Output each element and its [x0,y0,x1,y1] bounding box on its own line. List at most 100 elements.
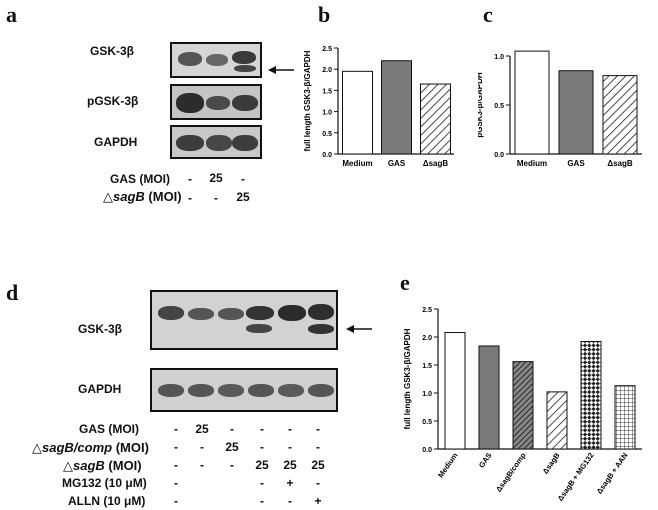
condition-value: - [316,422,320,436]
condition-value: 25 [311,458,325,472]
bar [342,70,373,155]
condition-label-mg132: MG132 (10 μM) [62,476,147,490]
x-tick-label: ΔsagB/comp [494,451,528,494]
panel-letter-a: a [6,2,17,27]
bar [444,332,466,450]
bar [512,361,534,450]
x-tick-label: Medium [342,159,372,168]
condition-value: - [288,440,292,454]
y-tick-label: 0.5 [494,103,504,110]
y-tick-label: 0.0 [322,152,332,159]
condition-value: - [214,191,218,205]
x-tick-label: GAS [388,159,406,168]
arrow-icon [268,62,294,80]
y-tick-label: 2.5 [422,307,432,314]
blot-label-gsk3b: GSK-3β [90,44,134,58]
blot-gsk3b-a [170,42,262,78]
condition-label-sagb: △sagB (MOI) [103,189,182,204]
y-tick-label: 2.0 [322,67,332,74]
arrow-icon [346,321,372,339]
condition-label-gas-d: GAS (MOI) [79,422,139,436]
condition-value: - [241,172,245,186]
condition-value: - [230,458,234,472]
bar [546,391,568,450]
condition-value: 25 [209,171,223,185]
bar [514,50,550,155]
condition-value: 25 [236,190,250,204]
condition-value: - [260,476,264,490]
condition-value: - [188,191,192,205]
blot-label-pgsk3b: pGSK-3β [87,94,139,108]
bar [602,75,638,155]
condition-label-sagb-d: △sagB (MOI) [63,458,142,473]
x-tick-label: ΔsagB + AAN [595,451,630,496]
condition-value: - [316,476,320,490]
condition-value: - [174,458,178,472]
condition-value: - [316,440,320,454]
condition-value: 25 [283,458,297,472]
x-tick-label: GAS [477,451,494,469]
panel-letter-e: e [400,270,410,295]
condition-value: - [260,422,264,436]
y-axis-label: full length GSK3-β/GAPDH [403,328,412,429]
blot-label-gapdh-d: GAPDH [78,382,122,396]
y-tick-label: 0.0 [494,152,504,159]
bar [420,83,451,155]
condition-value: - [288,422,292,436]
blot-pgsk3b-a [170,84,262,120]
y-tick-label: 0.0 [422,447,432,454]
blot-label-gsk3b-d: GSK-3β [78,322,122,336]
x-tick-label: ΔsagB [423,159,449,168]
chart-b: 0.0 0.5 1.0 1.5 2.0 2.5 full length GSK3-β/GAP… [303,46,454,168]
bar [614,385,636,450]
condition-value: 25 [225,440,239,454]
condition-value: - [188,172,192,186]
blot-label-gapdh: GAPDH [94,135,138,149]
condition-label-gas: GAS (MOI) [110,172,170,186]
y-tick-label: 1.0 [422,391,432,398]
y-axis-label: pGSK3-β/GAPDH [478,72,484,138]
condition-value: - [174,422,178,436]
chart-e: 0.0 0.5 1.0 1.5 2.0 2.5 full length GSK3-β/GAP… [403,307,642,503]
x-tick-label: GAS [567,159,585,168]
condition-value: 25 [255,458,269,472]
x-tick-label: ΔsagB [607,159,633,168]
condition-value: - [260,440,264,454]
condition-label-sagb-comp: △sagB/comp (MOI) [32,440,149,455]
y-tick-label: 1.5 [422,363,432,370]
chart-c: 0.0 0.5 1.0 pGSK3-β/GAPDH Medium GAS ΔsagB [478,50,642,168]
condition-value: - [200,458,204,472]
panel-letter-b: b [318,2,331,27]
condition-value: - [200,440,204,454]
blot-gapdh-d [150,368,338,412]
panel-letter-d: d [6,280,19,305]
y-tick-label: 1.0 [494,54,504,61]
condition-value: - [174,476,178,490]
bar [478,345,500,450]
x-tick-label: ΔsagB [541,451,562,476]
y-tick-label: 0.5 [322,131,332,138]
condition-label-alln: ALLN (10 μM) [68,494,146,508]
bar [580,340,602,450]
x-tick-label: Medium [517,159,547,168]
condition-value: - [288,494,292,508]
blot-gsk3b-d [150,290,338,350]
y-tick-label: 1.0 [322,110,332,117]
x-tick-label: Medium [436,451,460,480]
y-axis-label: full length GSK3-β/GAPDH [303,50,312,151]
condition-value: - [230,422,234,436]
y-tick-label: 2.0 [422,335,432,342]
bar [558,70,594,155]
panel-letter-c: c [483,2,493,27]
bar [381,60,412,155]
condition-value: - [174,440,178,454]
y-tick-label: 0.5 [422,419,432,426]
condition-value: 25 [195,422,209,436]
x-tick-label: ΔsagB + MG132 [556,451,596,503]
blot-gapdh-a [170,125,262,159]
condition-value: - [260,494,264,508]
condition-value: + [286,476,294,490]
y-tick-label: 1.5 [322,88,332,95]
condition-value: - [174,494,178,508]
y-tick-label: 2.5 [322,46,332,53]
